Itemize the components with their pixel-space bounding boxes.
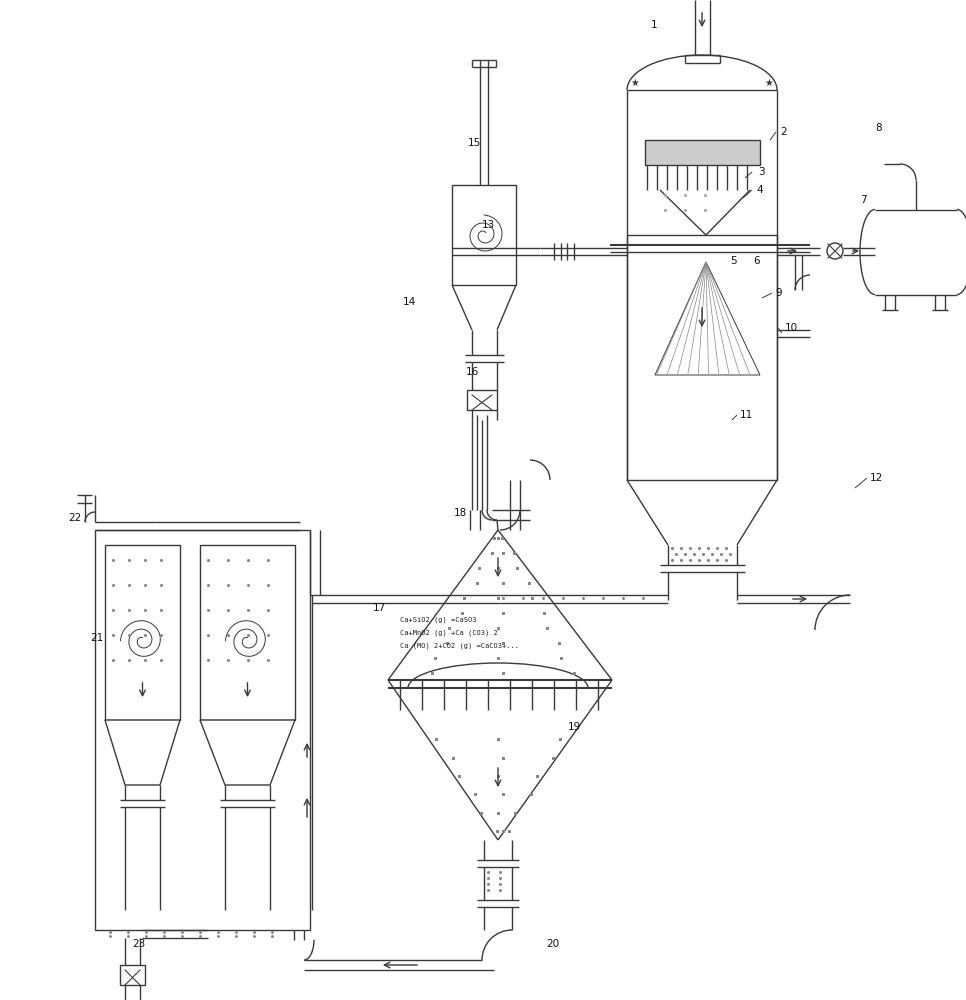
Text: 21: 21 — [90, 633, 103, 643]
Bar — [105, 545, 180, 720]
Text: 15: 15 — [468, 138, 481, 148]
Text: 4: 4 — [756, 185, 762, 195]
Bar — [452, 185, 516, 285]
Text: 8: 8 — [875, 123, 882, 133]
Text: 23: 23 — [132, 939, 145, 949]
Text: 10: 10 — [785, 323, 798, 333]
Circle shape — [827, 243, 843, 259]
Bar — [120, 965, 145, 985]
Text: Ca+MnO2 (g) +Ca (CO3) 2: Ca+MnO2 (g) +Ca (CO3) 2 — [400, 630, 497, 636]
Text: 3: 3 — [758, 167, 765, 177]
Polygon shape — [105, 720, 180, 785]
Text: 22: 22 — [68, 513, 81, 523]
Text: 16: 16 — [466, 367, 479, 377]
Bar — [95, 530, 310, 930]
Text: ★: ★ — [631, 78, 639, 88]
Bar — [467, 390, 497, 410]
Text: 12: 12 — [870, 473, 883, 483]
Text: 2: 2 — [780, 127, 786, 137]
Bar — [200, 545, 295, 720]
Text: 6: 6 — [753, 256, 759, 266]
Text: 14: 14 — [403, 297, 416, 307]
Text: Ca+SiO2 (g) =CaSO3: Ca+SiO2 (g) =CaSO3 — [400, 617, 476, 623]
Polygon shape — [200, 720, 295, 785]
Text: 7: 7 — [860, 195, 867, 205]
Text: 11: 11 — [740, 410, 753, 420]
Text: 9: 9 — [775, 288, 781, 298]
Text: 20: 20 — [546, 939, 559, 949]
Text: ★: ★ — [765, 78, 774, 88]
Text: 1: 1 — [651, 20, 658, 30]
Text: 19: 19 — [568, 722, 582, 732]
Text: 17: 17 — [373, 603, 386, 613]
Bar — [627, 235, 777, 480]
Bar — [645, 140, 760, 165]
Text: 18: 18 — [454, 508, 468, 518]
Text: 13: 13 — [482, 220, 496, 230]
Text: 5: 5 — [730, 256, 737, 266]
Text: Ca (MO) 2+CO2 (g) =CaCO3+...: Ca (MO) 2+CO2 (g) =CaCO3+... — [400, 643, 519, 649]
